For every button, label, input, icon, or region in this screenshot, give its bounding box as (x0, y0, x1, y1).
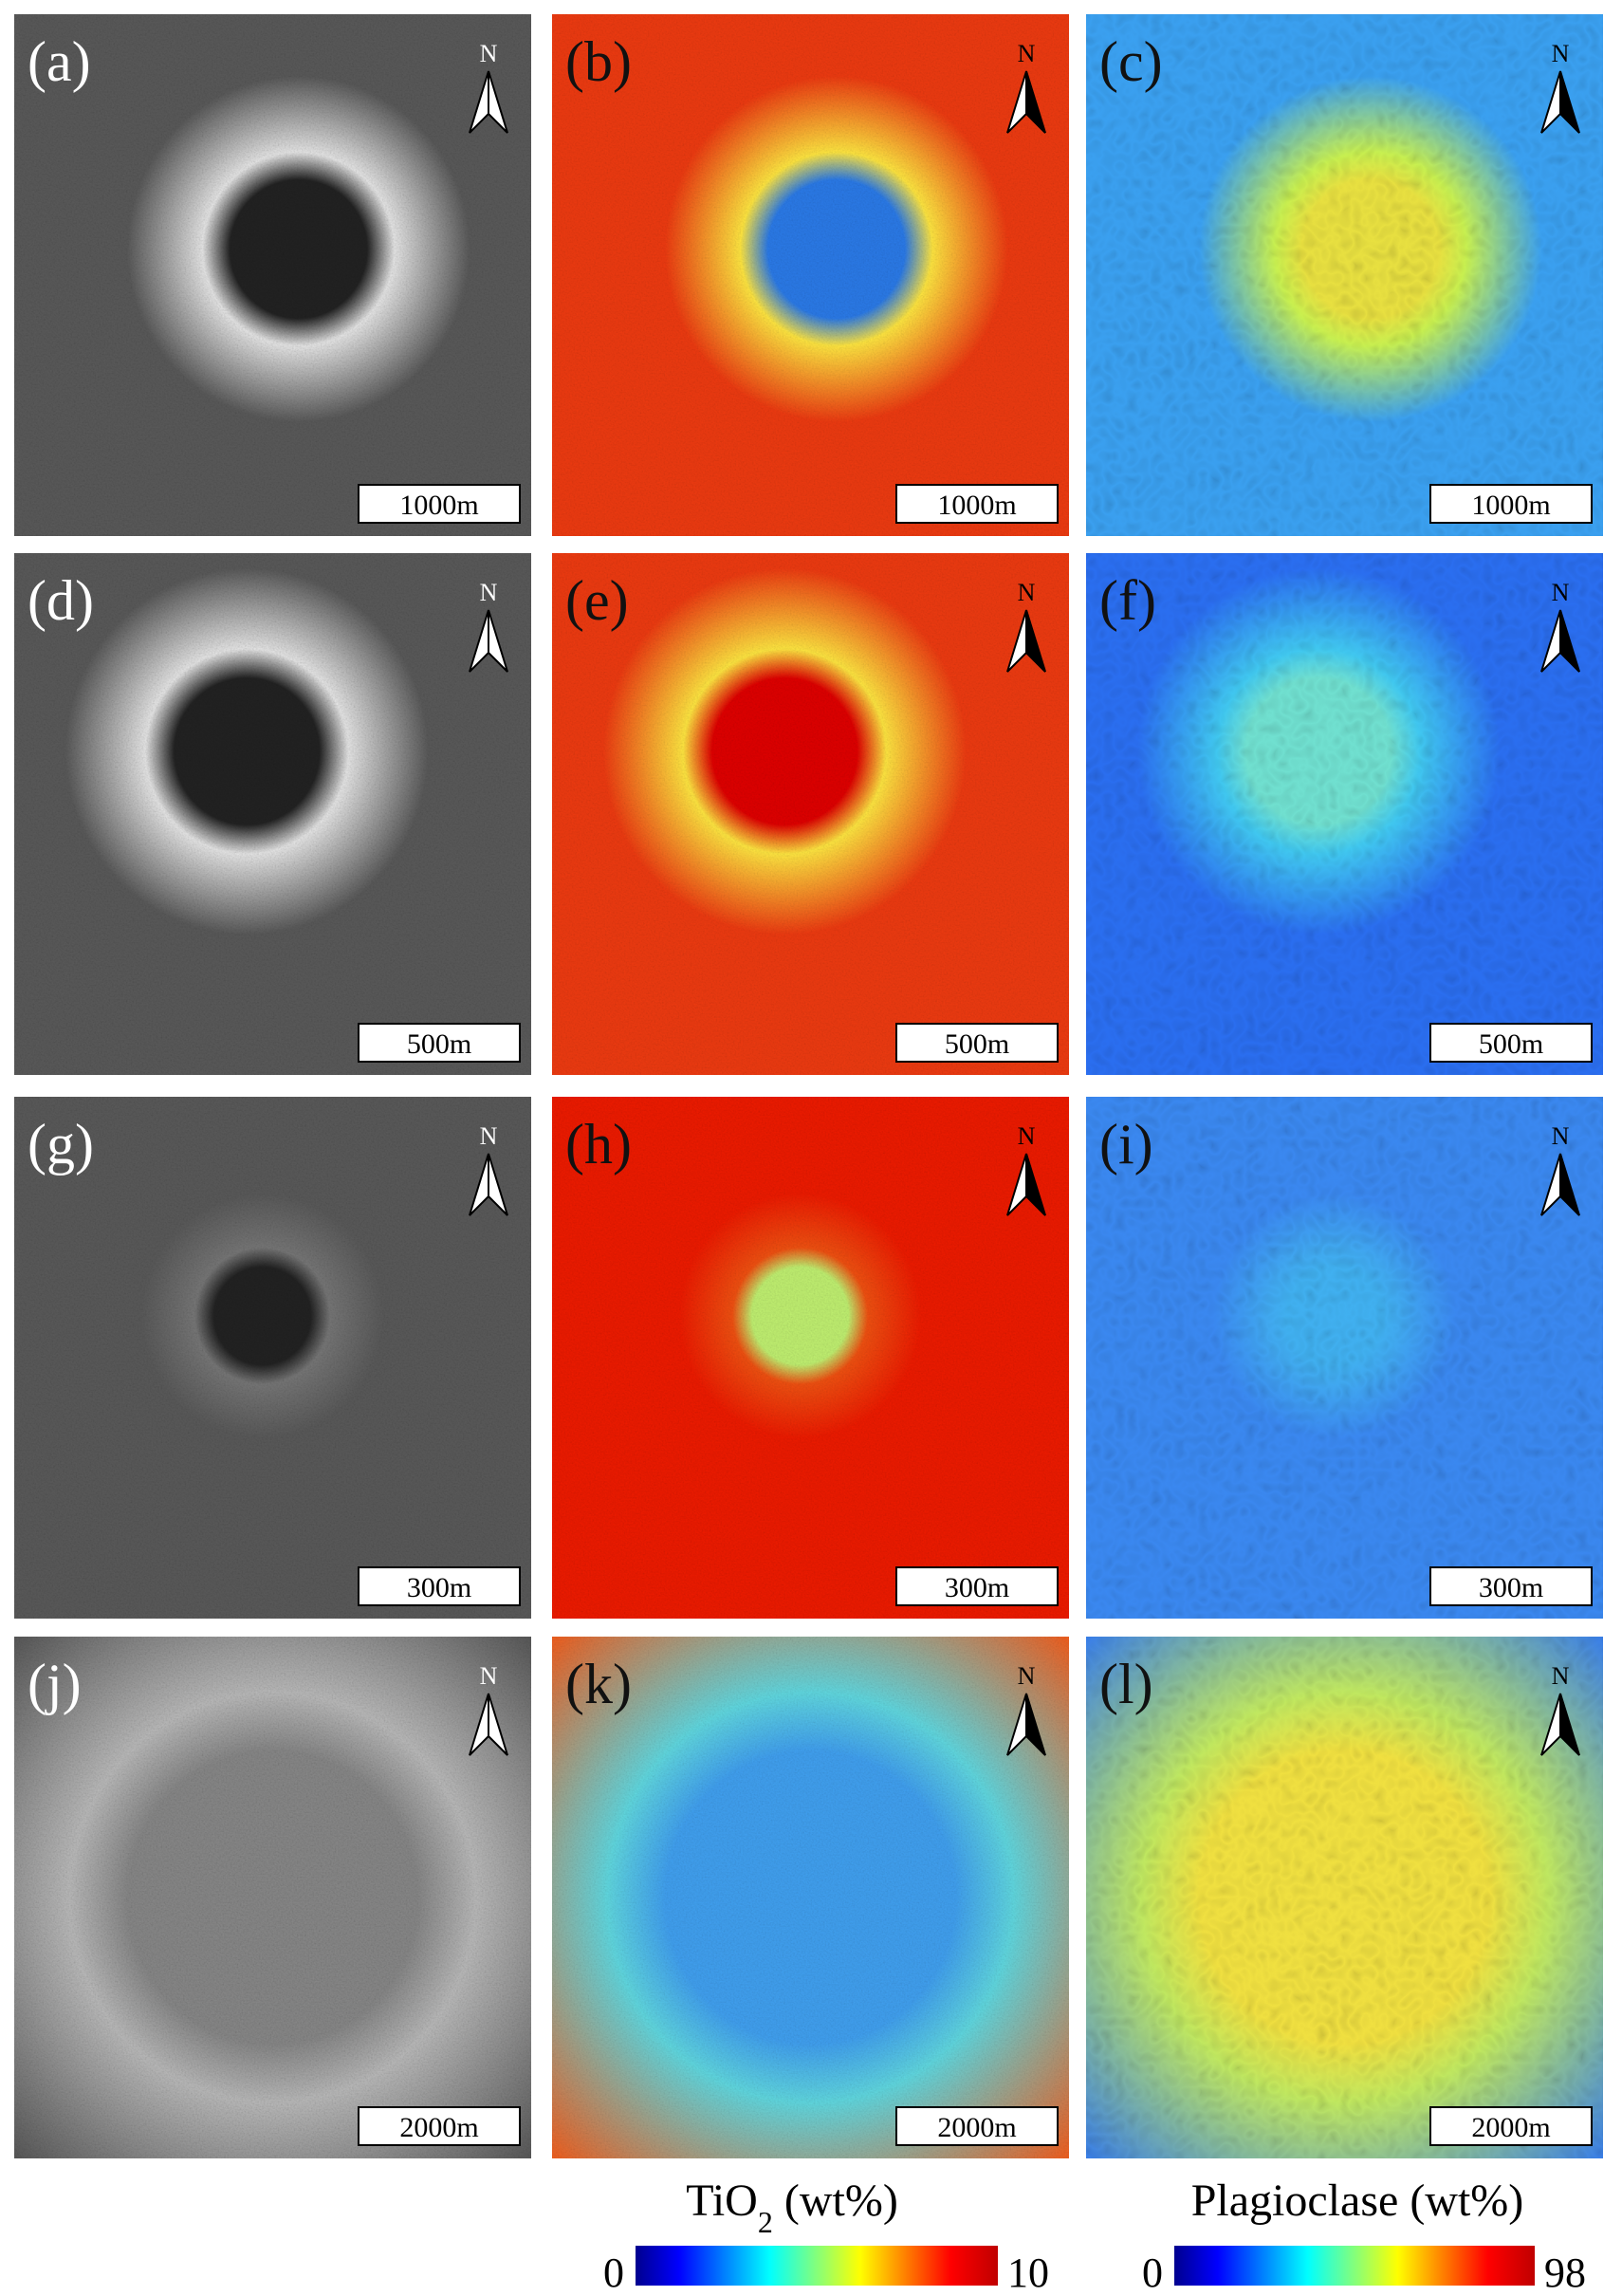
north-arrow-right (488, 1693, 508, 1756)
colorbar (636, 2246, 998, 2286)
north-arrow-right (488, 609, 508, 673)
north-label: N (1552, 40, 1570, 67)
panel-label: (i) (1099, 1113, 1153, 1176)
colorbar (1174, 2246, 1535, 2286)
colorbar-title: Plagioclase (wt%) (1191, 2176, 1524, 2226)
scale-bar-label: 500m (407, 1028, 471, 1060)
north-label: N (1018, 1662, 1036, 1690)
scale-bar-label: 300m (407, 1572, 471, 1603)
panel-label: (e) (565, 569, 629, 632)
image-panel: (i) N 300m (1086, 1097, 1603, 1619)
panel-texture (1086, 1097, 1603, 1619)
north-arrow-right (1559, 609, 1580, 673)
colorbar-title-part: (wt%) (773, 2176, 898, 2226)
north-arrow-right (1025, 70, 1046, 134)
image-panel: (h) N 300m (552, 1097, 1069, 1619)
scale-bar-box (358, 2106, 521, 2146)
image-panel: (d) N 500m (14, 553, 531, 1075)
colorbar-title-part: Plagioclase (wt%) (1191, 2176, 1524, 2226)
scale-bar-label: 1000m (1471, 490, 1550, 521)
image-panel: (b) N 1000m (552, 14, 1069, 536)
panel-label: (l) (1099, 1653, 1153, 1715)
north-arrow-right (1559, 1693, 1580, 1756)
colorbar-title: TiO2 (wt%) (686, 2176, 898, 2239)
panel-texture (1086, 1637, 1603, 2158)
panel-label: (h) (565, 1113, 632, 1176)
scale-bar-box (1429, 484, 1593, 524)
panel-label: (k) (565, 1653, 632, 1715)
scale-bar-label: 2000m (1471, 2112, 1550, 2143)
scale-bar-label: 2000m (399, 2112, 478, 2143)
colorbar-min: 0 (603, 2250, 624, 2296)
scale-bar-label: 300m (1479, 1572, 1543, 1603)
image-panel: (e) N 500m (552, 553, 1069, 1075)
panel-label: (b) (565, 30, 632, 93)
image-panel: (f) N 500m (1086, 553, 1603, 1075)
colorbar-max: 98 (1544, 2250, 1586, 2296)
image-panel: (j) N 2000m (14, 1637, 531, 2158)
colorbar-title-part: TiO (686, 2176, 758, 2226)
scale-bar-box (895, 484, 1059, 524)
panel-label: (c) (1099, 30, 1163, 93)
panel-texture (14, 1097, 531, 1619)
image-panel: (g) N 300m (14, 1097, 531, 1619)
colorbar-title-part: 2 (758, 2205, 773, 2239)
colorbar-max: 10 (1007, 2250, 1049, 2296)
scale-bar-label: 2000m (937, 2112, 1016, 2143)
scale-bar-label: 500m (1479, 1028, 1543, 1060)
panel-texture (552, 1097, 1069, 1619)
scale-bar-box (1429, 1023, 1593, 1063)
panel-label: (g) (28, 1113, 94, 1176)
north-arrow-right (1025, 609, 1046, 673)
panel-texture (1086, 553, 1603, 1075)
colorbar-min: 0 (1142, 2250, 1163, 2296)
scale-bar-label: 500m (945, 1028, 1009, 1060)
north-label: N (1018, 579, 1036, 606)
north-label: N (1552, 1662, 1570, 1690)
image-panel: (a) N 1000m (14, 14, 531, 536)
panel-texture (14, 1637, 531, 2158)
north-arrow-right (1025, 1153, 1046, 1216)
north-arrow-right (1559, 1153, 1580, 1216)
north-label: N (480, 40, 498, 67)
north-arrow-right (1025, 1693, 1046, 1756)
scale-bar-box (895, 1566, 1059, 1606)
north-label: N (480, 1122, 498, 1150)
panel-texture (552, 1637, 1069, 2158)
scale-bar-box (358, 1566, 521, 1606)
panel-label: (j) (28, 1653, 82, 1715)
panel-label: (f) (1099, 569, 1156, 632)
panel-texture (552, 14, 1069, 536)
panel-texture (552, 553, 1069, 1075)
scale-bar-label: 1000m (399, 490, 478, 521)
scale-bar-label: 300m (945, 1572, 1009, 1603)
panel-texture (14, 553, 531, 1075)
north-label: N (480, 579, 498, 606)
north-label: N (1552, 579, 1570, 606)
scale-bar-box (358, 1023, 521, 1063)
north-label: N (1552, 1122, 1570, 1150)
scale-bar-label: 1000m (937, 490, 1016, 521)
scale-bar-box (895, 2106, 1059, 2146)
scale-bar-box (895, 1023, 1059, 1063)
north-arrow-right (1559, 70, 1580, 134)
scale-bar-box (358, 484, 521, 524)
north-label: N (480, 1662, 498, 1690)
panel-label: (d) (28, 569, 94, 632)
north-label: N (1018, 1122, 1036, 1150)
panel-texture (1086, 14, 1603, 536)
panel-label: (a) (28, 30, 91, 93)
north-arrow-right (488, 70, 508, 134)
scale-bar-box (1429, 2106, 1593, 2146)
north-label: N (1018, 40, 1036, 67)
scale-bar-box (1429, 1566, 1593, 1606)
image-panel: (c) N 1000m (1086, 14, 1603, 536)
image-panel: (l) N 2000m (1086, 1637, 1603, 2158)
panel-texture (14, 14, 531, 536)
north-arrow-right (488, 1153, 508, 1216)
image-panel: (k) N 2000m (552, 1637, 1069, 2158)
